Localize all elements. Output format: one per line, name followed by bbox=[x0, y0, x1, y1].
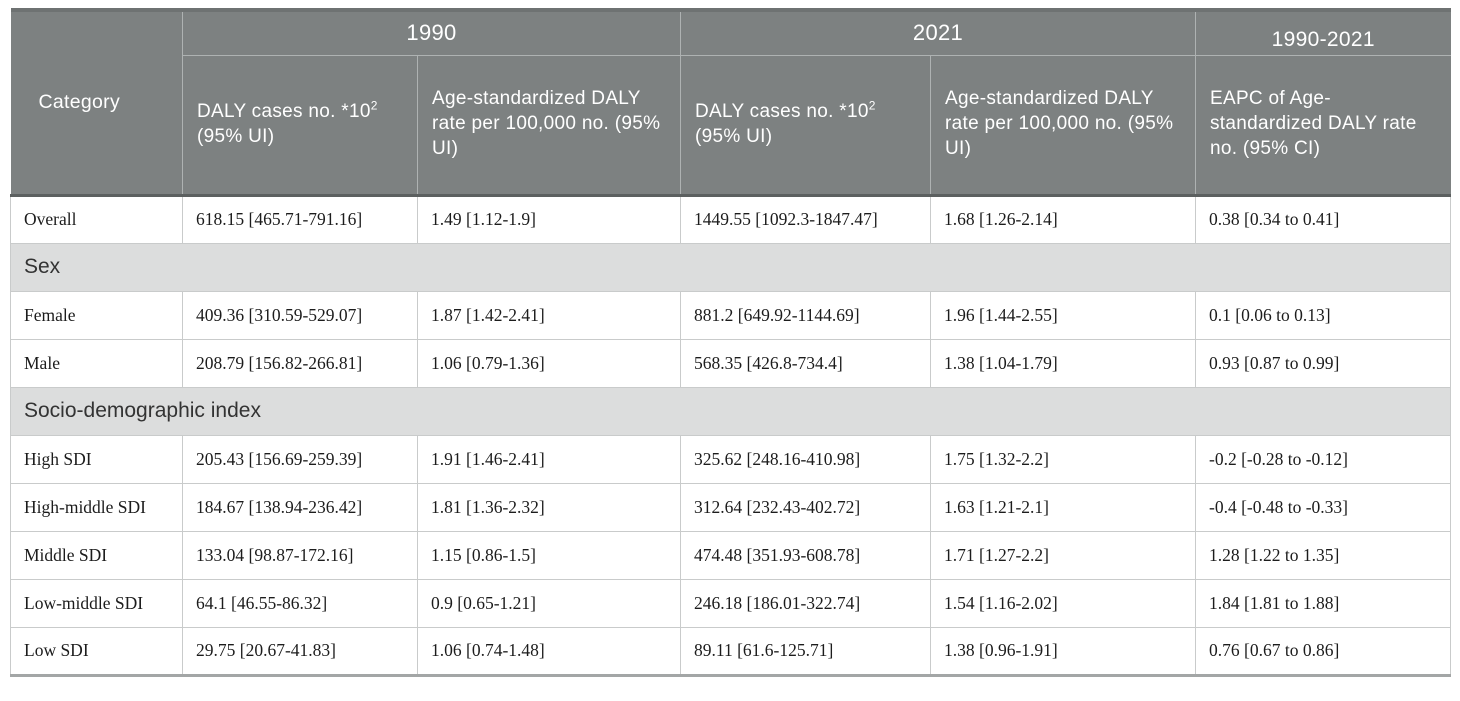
row-value: 1.06 [0.74-1.48] bbox=[417, 626, 681, 676]
row-category: Middle SDI bbox=[10, 530, 183, 580]
row-value: 208.79 [156.82-266.81] bbox=[182, 338, 418, 388]
group-header-row: Category 1990 2021 1990-2021 bbox=[10, 10, 1451, 197]
table-body: Overall 618.15 [465.71-791.16] 1.49 [1.12-… bbox=[10, 194, 1451, 676]
row-value: 618.15 [465.71-791.16] bbox=[182, 194, 418, 244]
column-header-age-standardized-2021: Age-standardized DALY rate per 100,000 n… bbox=[930, 55, 1196, 197]
row-value: 205.43 [156.69-259.39] bbox=[182, 434, 418, 484]
table-row: Middle SDI 133.04 [98.87-172.16] 1.15 [0.8… bbox=[10, 530, 1451, 580]
daly-burden-table: Category 1990 2021 1990-2021 DALY cases … bbox=[10, 8, 1451, 677]
column-header-age-standardized-1990: Age-standardized DALY rate per 100,000 n… bbox=[417, 55, 681, 197]
row-value: 246.18 [186.01-322.74] bbox=[680, 578, 931, 628]
row-category: Female bbox=[10, 290, 183, 340]
row-value: 1.68 [1.26-2.14] bbox=[930, 194, 1196, 244]
row-value: 0.93 [0.87 to 0.99] bbox=[1195, 338, 1451, 388]
section-label: Sex bbox=[10, 242, 1451, 292]
row-value: 133.04 [98.87-172.16] bbox=[182, 530, 418, 580]
row-value: 1.87 [1.42-2.41] bbox=[417, 290, 681, 340]
row-value: 1.75 [1.32-2.2] bbox=[930, 434, 1196, 484]
row-value: 0.76 [0.67 to 0.86] bbox=[1195, 626, 1451, 676]
row-value: 1.54 [1.16-2.02] bbox=[930, 578, 1196, 628]
row-value: -0.2 [-0.28 to -0.12] bbox=[1195, 434, 1451, 484]
row-value: 1.28 [1.22 to 1.35] bbox=[1195, 530, 1451, 580]
table-header: Category 1990 2021 1990-2021 DALY cases … bbox=[10, 10, 1451, 197]
table-row: Female 409.36 [310.59-529.07] 1.87 [1.42-2… bbox=[10, 290, 1451, 340]
row-value: 1.81 [1.36-2.32] bbox=[417, 482, 681, 532]
column-header-daly-cases-1990: DALY cases no. *102 (95% UI) bbox=[182, 55, 418, 197]
row-value: 89.11 [61.6-125.71] bbox=[680, 626, 931, 676]
row-value: 0.9 [0.65-1.21] bbox=[417, 578, 681, 628]
row-value: 1449.55 [1092.3-1847.47] bbox=[680, 194, 931, 244]
row-value: 1.15 [0.86-1.5] bbox=[417, 530, 681, 580]
row-value: 184.67 [138.94-236.42] bbox=[182, 482, 418, 532]
group-header-1990-2021: 1990-2021 bbox=[1195, 10, 1451, 56]
row-value: 64.1 [46.55-86.32] bbox=[182, 578, 418, 628]
section-row: Socio-demographic index bbox=[10, 386, 1451, 436]
row-value: 1.63 [1.21-2.1] bbox=[930, 482, 1196, 532]
table-row: High SDI 205.43 [156.69-259.39] 1.91 [1.46… bbox=[10, 434, 1451, 484]
group-header-1990: 1990 bbox=[182, 10, 681, 56]
row-value: 1.84 [1.81 to 1.88] bbox=[1195, 578, 1451, 628]
daly-cases-header-superscript: 2 bbox=[370, 98, 378, 113]
row-value: 474.48 [351.93-608.78] bbox=[680, 530, 931, 580]
row-category: High SDI bbox=[10, 434, 183, 484]
row-value: 568.35 [426.8-734.4] bbox=[680, 338, 931, 388]
row-value: 0.1 [0.06 to 0.13] bbox=[1195, 290, 1451, 340]
table-row: Low SDI 29.75 [20.67-41.83] 1.06 [0.74-1.4… bbox=[10, 626, 1451, 676]
row-value: 409.36 [310.59-529.07] bbox=[182, 290, 418, 340]
row-category: Male bbox=[10, 338, 183, 388]
row-value: 1.49 [1.12-1.9] bbox=[417, 194, 681, 244]
row-value: 1.71 [1.27-2.2] bbox=[930, 530, 1196, 580]
daly-cases-header-superscript: 2 bbox=[868, 98, 876, 113]
row-category: Low-middle SDI bbox=[10, 578, 183, 628]
row-value: 1.91 [1.46-2.41] bbox=[417, 434, 681, 484]
daly-cases-header-text: DALY cases no. *10 bbox=[197, 100, 371, 122]
row-value: 1.96 [1.44-2.55] bbox=[930, 290, 1196, 340]
group-header-2021: 2021 bbox=[680, 10, 1196, 56]
table-row: Overall 618.15 [465.71-791.16] 1.49 [1.12-… bbox=[10, 194, 1451, 244]
row-value: 0.38 [0.34 to 0.41] bbox=[1195, 194, 1451, 244]
row-value: 881.2 [649.92-1144.69] bbox=[680, 290, 931, 340]
row-value: 312.64 [232.43-402.72] bbox=[680, 482, 931, 532]
sub-header-row: DALY cases no. *102 (95% UI) Age-standar… bbox=[11, 55, 1451, 197]
daly-cases-header-ui: (95% UI) bbox=[695, 125, 773, 147]
section-row: Sex bbox=[10, 242, 1451, 292]
section-label: Socio-demographic index bbox=[10, 386, 1451, 436]
row-category: Low SDI bbox=[10, 626, 183, 676]
row-value: 29.75 [20.67-41.83] bbox=[182, 626, 418, 676]
row-category: Overall bbox=[10, 194, 183, 244]
row-value: 1.06 [0.79-1.36] bbox=[417, 338, 681, 388]
row-category: High-middle SDI bbox=[10, 482, 183, 532]
table-row: Low-middle SDI 64.1 [46.55-86.32] 0.9 [0.6… bbox=[10, 578, 1451, 628]
column-header-eapc: EAPC of Age-standardized DALY rate no. (… bbox=[1195, 55, 1451, 197]
row-value: 1.38 [0.96-1.91] bbox=[930, 626, 1196, 676]
table-row: High-middle SDI 184.67 [138.94-236.42] 1.8… bbox=[10, 482, 1451, 532]
row-value: 1.38 [1.04-1.79] bbox=[930, 338, 1196, 388]
table-row: Male 208.79 [156.82-266.81] 1.06 [0.79-1.3… bbox=[10, 338, 1451, 388]
row-value: -0.4 [-0.48 to -0.33] bbox=[1195, 482, 1451, 532]
row-value: 325.62 [248.16-410.98] bbox=[680, 434, 931, 484]
column-header-daly-cases-2021: DALY cases no. *102 (95% UI) bbox=[680, 55, 931, 197]
daly-cases-header-ui: (95% UI) bbox=[197, 125, 275, 147]
daly-cases-header-text: DALY cases no. *10 bbox=[695, 100, 869, 122]
column-header-category: Category bbox=[10, 10, 183, 197]
